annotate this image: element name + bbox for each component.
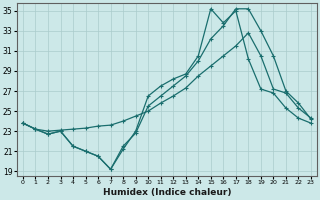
- X-axis label: Humidex (Indice chaleur): Humidex (Indice chaleur): [103, 188, 231, 197]
